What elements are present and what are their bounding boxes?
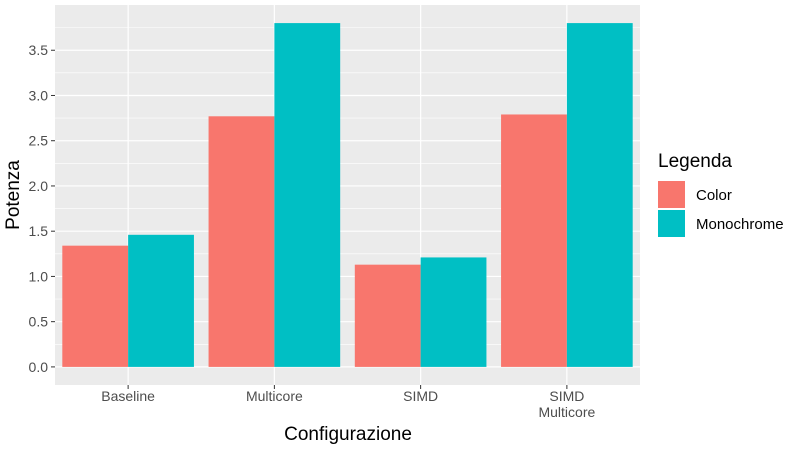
- y-tick-label: 3.5: [29, 42, 49, 58]
- legend-label-monochrome: Monochrome: [696, 216, 784, 233]
- legend-title: Legenda: [658, 151, 732, 172]
- y-tick-label: 1.5: [29, 223, 49, 239]
- x-tick-label: SIMD: [403, 388, 438, 404]
- x-axis-title: Configurazione: [284, 424, 412, 445]
- bar-monochrome-4: [566, 23, 633, 367]
- bar-color-4: [501, 114, 567, 367]
- bar-monochrome-1: [128, 234, 194, 367]
- x-tick-label: Baseline: [101, 388, 155, 404]
- bar-color-1: [62, 245, 129, 367]
- y-tick-label: 1.0: [29, 268, 49, 284]
- y-tick-label: 0.0: [29, 359, 49, 375]
- legend: Legenda Color Monochrome: [658, 151, 784, 237]
- x-tick-label: SIMD: [549, 388, 584, 404]
- bar-monochrome-3: [420, 257, 487, 367]
- y-axis-title: Potenza: [3, 160, 24, 230]
- bars: [62, 23, 633, 367]
- bar-color-2: [208, 116, 275, 367]
- bar-monochrome-2: [274, 23, 341, 367]
- y-axis: 0.0 0.5 1.0 1.5 2.0 2.5 3.0 3.5: [29, 42, 55, 375]
- legend-key-monochrome: [658, 210, 685, 237]
- legend-key-color: [658, 181, 685, 208]
- x-tick-label: Multicore: [246, 388, 303, 404]
- x-tick-label: Multicore: [538, 404, 595, 420]
- legend-label-color: Color: [696, 187, 732, 204]
- y-tick-label: 3.0: [29, 87, 49, 103]
- y-tick-label: 0.5: [29, 314, 49, 330]
- y-tick-label: 2.0: [29, 178, 49, 194]
- bar-color-3: [354, 264, 421, 367]
- y-tick-label: 2.5: [29, 133, 49, 149]
